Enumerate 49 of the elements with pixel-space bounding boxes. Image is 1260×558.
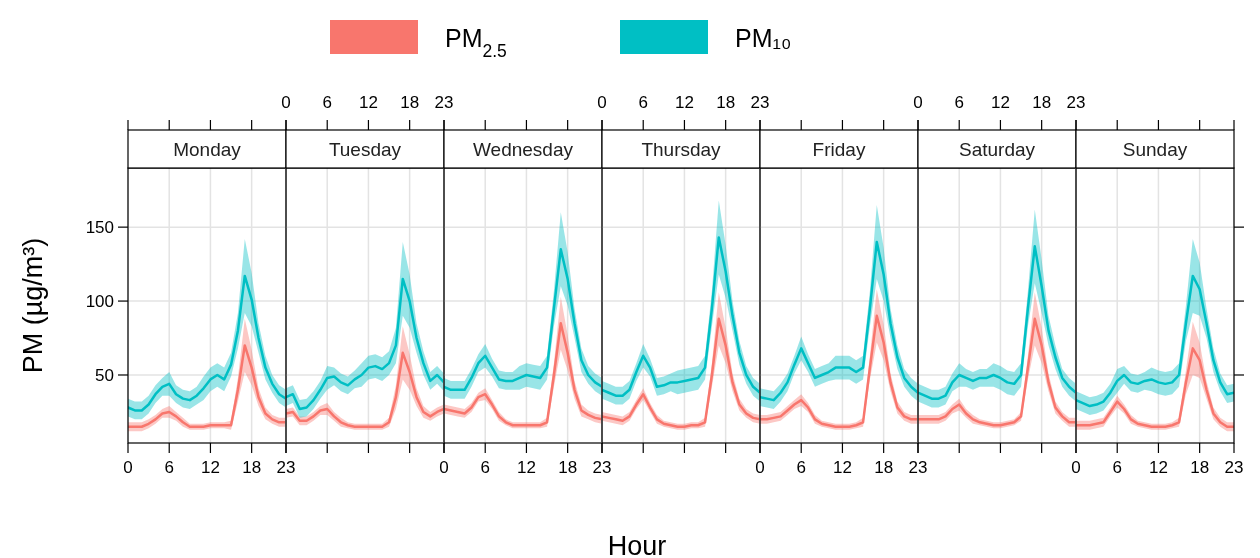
x-tick-label: 23 bbox=[750, 93, 770, 112]
x-tick-label: 23 bbox=[908, 458, 928, 477]
x-tick-label: 12 bbox=[516, 458, 536, 477]
chart-title: Saturday bbox=[958, 139, 1036, 160]
x-tick-label: 18 bbox=[716, 93, 736, 112]
chart-title: Friday bbox=[812, 139, 866, 160]
x-axis-title: Hour bbox=[607, 531, 667, 558]
x-tick-label: 12 bbox=[674, 93, 694, 112]
x-tick-label: 0 bbox=[123, 458, 133, 477]
x-tick-label: 12 bbox=[832, 458, 852, 477]
x-tick-label: 18 bbox=[558, 458, 578, 477]
legend-label: PM₁₀ bbox=[735, 24, 792, 52]
y-axis-title: PM (µg/m³) bbox=[18, 237, 48, 374]
y-tick-label: 150 bbox=[85, 218, 114, 238]
x-tick-label: 0 bbox=[913, 93, 923, 112]
x-tick-label: 6 bbox=[322, 93, 332, 112]
x-tick-label: 18 bbox=[400, 93, 420, 112]
x-tick-label: 18 bbox=[1032, 93, 1052, 112]
x-tick-label: 0 bbox=[755, 458, 765, 477]
x-tick-label: 23 bbox=[1224, 458, 1244, 477]
x-tick-label: 12 bbox=[1148, 458, 1168, 477]
y-tick-label: 100 bbox=[85, 292, 114, 312]
x-tick-label: 18 bbox=[1190, 458, 1210, 477]
x-tick-label: 23 bbox=[1066, 93, 1086, 112]
x-tick-label: 18 bbox=[874, 458, 894, 477]
chart-title: Wednesday bbox=[473, 139, 574, 160]
x-tick-label: 6 bbox=[480, 458, 490, 477]
chart-title: Monday bbox=[173, 139, 242, 160]
y-tick-label: 50 bbox=[95, 365, 114, 385]
x-tick-label: 12 bbox=[200, 458, 220, 477]
x-tick-label: 12 bbox=[358, 93, 378, 112]
chart-title: Sunday bbox=[1122, 139, 1188, 160]
x-tick-label: 6 bbox=[954, 93, 964, 112]
x-tick-label: 23 bbox=[592, 458, 612, 477]
x-tick-label: 6 bbox=[796, 458, 806, 477]
x-tick-label: 18 bbox=[242, 458, 262, 477]
x-tick-label: 12 bbox=[990, 93, 1010, 112]
x-tick-label: 6 bbox=[1112, 458, 1122, 477]
x-tick-label: 0 bbox=[439, 458, 449, 477]
chart-title: Thursday bbox=[641, 139, 722, 160]
x-tick-label: 0 bbox=[1071, 458, 1081, 477]
chart-title: Tuesday bbox=[328, 139, 402, 160]
x-tick-label: 23 bbox=[434, 93, 454, 112]
x-tick-label: 6 bbox=[638, 93, 648, 112]
x-tick-label: 0 bbox=[281, 93, 291, 112]
x-tick-label: 6 bbox=[164, 458, 174, 477]
x-tick-label: 23 bbox=[276, 458, 296, 477]
x-tick-label: 0 bbox=[597, 93, 607, 112]
legend-label: PM$_{2.5}$ bbox=[445, 24, 507, 61]
